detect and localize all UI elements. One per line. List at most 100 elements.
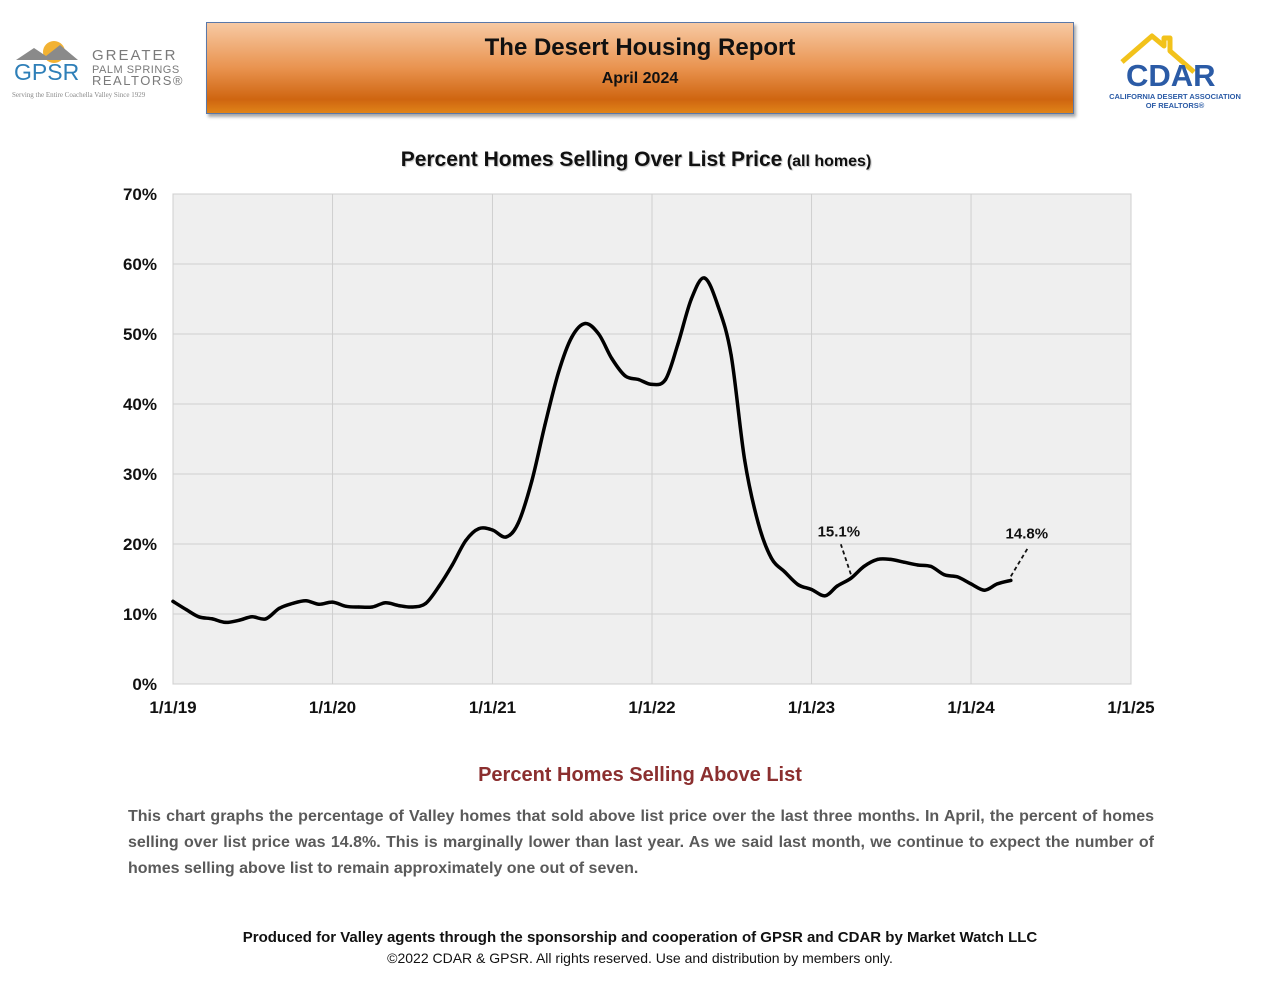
data-point (969, 582, 973, 586)
footer-copyright: ©2022 CDAR & GPSR. All rights reserved. … (387, 950, 893, 966)
x-tick-label: 1/1/24 (947, 698, 995, 717)
data-point (610, 356, 614, 361)
data-point (875, 557, 880, 562)
data-point (756, 521, 760, 525)
data-point (450, 563, 454, 567)
data-point (410, 605, 414, 609)
data-point (197, 615, 201, 619)
data-point (317, 602, 321, 606)
data-point (623, 374, 627, 378)
data-point (516, 521, 520, 525)
chart-title: Percent Homes Selling Over List Price (a… (0, 148, 1272, 172)
data-point (702, 276, 707, 280)
annotation-label: 14.8% (1006, 525, 1049, 542)
y-axis: 0% 10% 20% 30% 40% 50% 60% 70% (123, 185, 157, 694)
data-point (530, 479, 534, 483)
data-point (769, 556, 773, 560)
footer-credit: Produced for Valley agents through the s… (242, 929, 1038, 946)
data-point (716, 304, 720, 308)
series-line (171, 276, 1013, 625)
report-date: April 2024 (601, 70, 679, 87)
data-point (916, 563, 920, 567)
body-paragraph: This chart graphs the percentage of Vall… (128, 808, 1154, 877)
x-tick-label: 1/1/25 (1107, 698, 1154, 717)
data-point (556, 370, 561, 375)
data-point (889, 557, 893, 562)
gpsr-mark: GPSR (14, 59, 79, 85)
data-point (250, 615, 254, 619)
data-point (370, 605, 374, 609)
annotation-label: 15.1% (818, 523, 861, 540)
report-header: The Desert Housing Report April 2024 (206, 22, 1074, 114)
chart-title-main: Percent Homes Selling Over List Price (400, 148, 783, 171)
data-point (223, 620, 228, 625)
data-point (344, 604, 348, 608)
data-point (330, 600, 335, 604)
annotation-layer: 15.1% 14.8% (818, 523, 1049, 577)
data-point (849, 576, 853, 580)
data-point (942, 573, 946, 577)
data-point (955, 575, 960, 579)
data-point (929, 564, 933, 569)
data-point (995, 582, 999, 586)
data-point (184, 608, 189, 612)
report-title: The Desert Housing Report (484, 34, 796, 61)
data-point (862, 564, 866, 569)
chart-title-sub: (all homes) (786, 153, 872, 170)
x-tick-label: 1/1/21 (469, 698, 516, 717)
cdar-line2: OF REALTORS® (1146, 101, 1205, 110)
y-tick-label: 20% (123, 535, 157, 554)
data-point (902, 560, 906, 564)
data-point (783, 570, 787, 574)
data-point (464, 538, 468, 543)
data-point (663, 377, 668, 382)
data-point (796, 583, 800, 587)
data-point (237, 618, 241, 622)
data-point (569, 335, 574, 340)
gpsr-line3: REALTORS® (92, 73, 184, 88)
grid-lines (172, 193, 1132, 685)
data-point (264, 617, 268, 621)
data-point (477, 527, 481, 531)
data-point (543, 423, 547, 427)
house-roof-icon (1120, 33, 1196, 74)
gpsr-tagline: Serving the Entire Coachella Valley Sinc… (12, 91, 146, 99)
cdar-mark: CDAR (1126, 58, 1216, 93)
gpsr-line2: PALM SPRINGS (92, 64, 180, 76)
data-point (490, 528, 495, 532)
data-point (171, 599, 175, 604)
line-chart: 0%10%20%30%40%50%60%70% 1/1/19 1/1/20 1/1/… (123, 185, 1155, 717)
data-point (809, 587, 814, 592)
gpsr-logo: GPSR GREATER PALM SPRINGS REALTORS® Serv… (8, 36, 194, 104)
data-point (504, 535, 508, 539)
x-tick-label: 1/1/19 (149, 698, 196, 717)
cdar-line1: CALIFORNIA DESERT ASSOCIATION (1109, 92, 1241, 101)
data-point (650, 382, 654, 386)
y-tick-label: 60% (123, 255, 157, 274)
data-point (636, 377, 641, 382)
annotation-leader (840, 544, 852, 575)
data-point (729, 353, 733, 357)
y-tick-label: 50% (123, 325, 157, 344)
mountains-icon (16, 45, 78, 60)
gpsr-line1: GREATER (92, 47, 177, 64)
data-point (835, 584, 839, 588)
section-title: Percent Homes Selling Above List (478, 764, 802, 786)
data-point (689, 297, 693, 301)
data-point (823, 594, 827, 598)
data-point (583, 321, 587, 326)
x-tick-label: 1/1/23 (788, 698, 835, 717)
data-point (424, 601, 428, 606)
y-tick-label: 10% (123, 605, 157, 624)
cdar-logo: CDAR CALIFORNIA DESERT ASSOCIATION OF RE… (1098, 28, 1252, 116)
x-tick-label: 1/1/22 (628, 698, 675, 717)
series-layer (171, 276, 1013, 625)
data-point (304, 599, 308, 603)
data-point (982, 588, 987, 592)
annotation-leader (1010, 545, 1030, 577)
data-point (676, 342, 680, 347)
y-tick-label: 30% (123, 465, 157, 484)
x-tick-label: 1/1/20 (309, 698, 356, 717)
y-tick-label: 0% (132, 675, 157, 694)
data-point (290, 601, 294, 606)
